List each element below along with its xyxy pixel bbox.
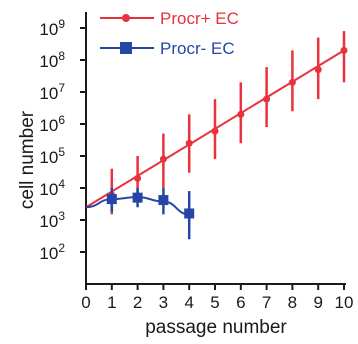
x-tick-label: 3	[159, 293, 168, 312]
y-tick-label: 106	[39, 113, 65, 135]
legend-entry-procr-plus: Procr+ EC	[100, 9, 239, 28]
y-ticks: 102 103 104 105 106 107 108 109	[39, 17, 86, 263]
x-tick-label: 6	[236, 293, 245, 312]
y-tick-label: 102	[39, 241, 65, 263]
x-tick-label: 7	[262, 293, 271, 312]
procr-plus-point	[134, 174, 142, 182]
procr-minus-point	[184, 208, 195, 219]
x-tick-label: 4	[184, 293, 193, 312]
x-tick-label: 8	[288, 293, 297, 312]
procr-minus-point	[106, 194, 117, 205]
procr-plus-point	[288, 78, 296, 86]
legend-label: Procr+ EC	[160, 9, 239, 28]
x-tick-label: 2	[133, 293, 142, 312]
procr-minus-point	[132, 192, 143, 203]
y-tick-label: 103	[39, 209, 65, 231]
x-tick-label: 10	[335, 293, 354, 312]
x-tick-label: 0	[81, 293, 90, 312]
legend-marker-circle	[122, 14, 130, 22]
y-tick-label: 105	[39, 145, 65, 167]
y-tick-label: 107	[39, 81, 65, 103]
y-tick-label: 109	[39, 17, 65, 39]
series-layer	[85, 31, 348, 240]
procr-plus-point	[211, 127, 219, 135]
y-tick-label: 104	[39, 177, 65, 199]
legend: Procr+ EC Procr- EC	[100, 9, 239, 58]
procr-plus-point	[237, 110, 245, 118]
y-axis-title: cell number	[17, 110, 38, 209]
legend-marker-square	[120, 42, 132, 54]
x-tick-label: 1	[107, 293, 116, 312]
procr-plus-point	[159, 155, 167, 163]
x-ticks: 0 1 2 3 4 5 6 7 8 9 10	[81, 284, 353, 312]
procr-minus-point	[158, 195, 169, 206]
y-tick-label: 108	[39, 49, 65, 71]
legend-label: Procr- EC	[160, 39, 235, 58]
x-axis-title: passage number	[145, 317, 287, 338]
procr-plus-point	[340, 46, 348, 54]
procr-plus-point	[263, 95, 271, 103]
procr-plus-point	[314, 66, 322, 74]
procr-plus-point	[185, 139, 193, 147]
x-tick-label: 5	[210, 293, 219, 312]
legend-entry-procr-minus: Procr- EC	[100, 39, 235, 58]
x-tick-label: 9	[313, 293, 322, 312]
